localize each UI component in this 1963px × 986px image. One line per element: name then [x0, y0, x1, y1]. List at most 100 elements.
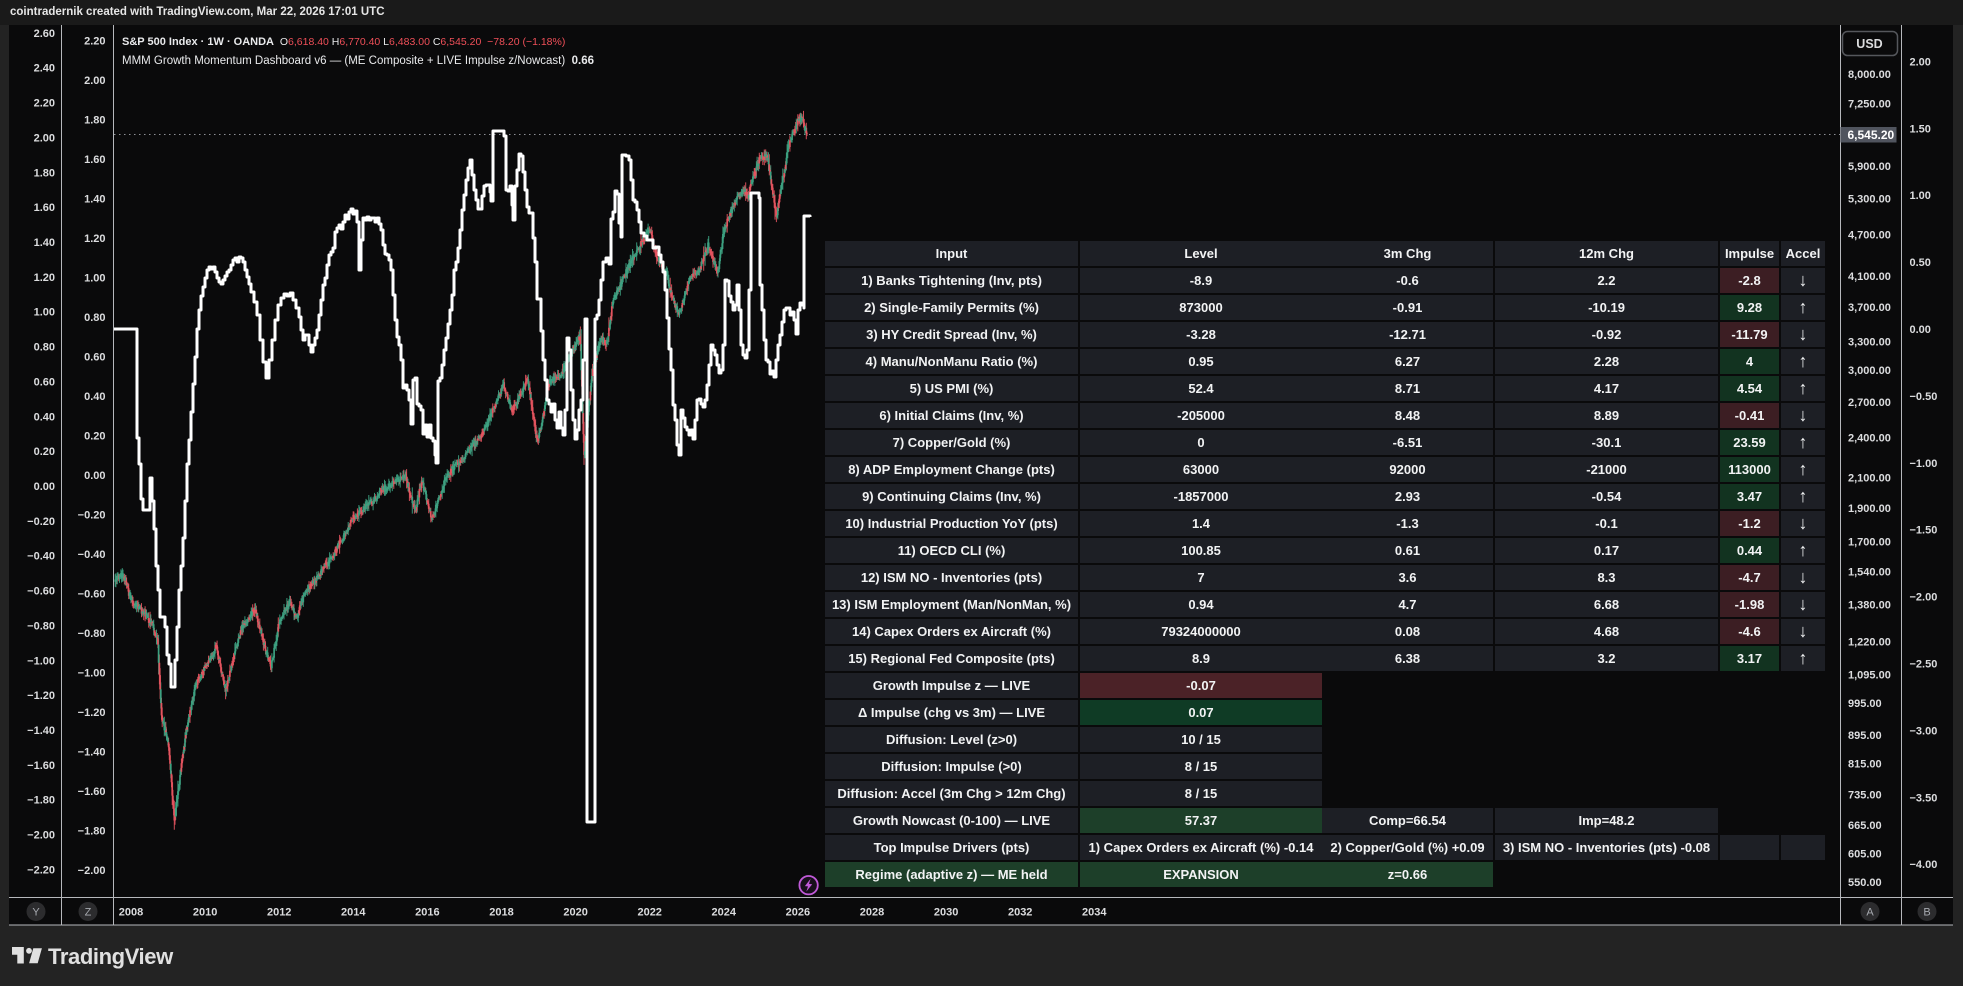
svg-text:2.20: 2.20	[34, 98, 55, 110]
svg-text:2012: 2012	[267, 907, 291, 919]
svg-text:2030: 2030	[934, 907, 958, 919]
svg-text:0.80: 0.80	[34, 342, 55, 354]
svg-text:995.00: 995.00	[1848, 698, 1882, 710]
svg-text:665.00: 665.00	[1848, 820, 1882, 832]
svg-text:2.00: 2.00	[1910, 56, 1931, 68]
svg-text:4,700.00: 4,700.00	[1848, 230, 1891, 242]
svg-text:−2.00: −2.00	[78, 865, 106, 877]
svg-text:2,700.00: 2,700.00	[1848, 397, 1891, 409]
svg-text:2014: 2014	[341, 907, 366, 919]
svg-text:895.00: 895.00	[1848, 730, 1882, 742]
svg-text:2028: 2028	[860, 907, 884, 919]
svg-text:1,380.00: 1,380.00	[1848, 599, 1891, 611]
svg-text:735.00: 735.00	[1848, 790, 1882, 802]
svg-text:1.20: 1.20	[34, 272, 55, 284]
svg-text:A: A	[1866, 907, 1874, 919]
svg-text:3,700.00: 3,700.00	[1848, 302, 1891, 314]
svg-text:−1.60: −1.60	[27, 760, 55, 772]
svg-text:605.00: 605.00	[1848, 848, 1882, 860]
svg-text:2008: 2008	[119, 907, 143, 919]
svg-text:3,000.00: 3,000.00	[1848, 365, 1891, 377]
svg-text:2024: 2024	[712, 907, 737, 919]
svg-text:0.00: 0.00	[84, 470, 105, 482]
svg-text:−0.40: −0.40	[27, 551, 55, 563]
svg-text:−2.00: −2.00	[27, 830, 55, 842]
svg-text:−4.00: −4.00	[1910, 859, 1938, 871]
svg-text:2,100.00: 2,100.00	[1848, 473, 1891, 485]
svg-text:0.50: 0.50	[1910, 257, 1931, 269]
svg-text:0.40: 0.40	[84, 391, 105, 403]
svg-text:−1.80: −1.80	[27, 795, 55, 807]
svg-text:1,540.00: 1,540.00	[1848, 566, 1891, 578]
svg-text:B: B	[1923, 907, 1930, 919]
svg-text:1.00: 1.00	[34, 307, 55, 319]
svg-text:−0.80: −0.80	[27, 620, 55, 632]
svg-text:2.40: 2.40	[34, 63, 55, 75]
svg-text:−3.50: −3.50	[1910, 792, 1938, 804]
svg-text:3,300.00: 3,300.00	[1848, 336, 1891, 348]
svg-text:1,220.00: 1,220.00	[1848, 637, 1891, 649]
svg-text:1,700.00: 1,700.00	[1848, 537, 1891, 549]
svg-text:Z: Z	[85, 907, 92, 919]
svg-text:USD: USD	[1856, 37, 1882, 51]
svg-text:2.00: 2.00	[84, 75, 105, 87]
svg-text:0.80: 0.80	[84, 312, 105, 324]
svg-text:−1.00: −1.00	[1910, 458, 1938, 470]
svg-text:−2.20: −2.20	[27, 865, 55, 877]
svg-text:0.40: 0.40	[34, 411, 55, 423]
svg-text:2.60: 2.60	[34, 28, 55, 40]
svg-text:0.60: 0.60	[84, 352, 105, 364]
svg-text:2032: 2032	[1008, 907, 1032, 919]
svg-text:1.20: 1.20	[84, 233, 105, 245]
svg-text:1.00: 1.00	[84, 273, 105, 285]
svg-text:6,545.20: 6,545.20	[1848, 128, 1895, 142]
svg-text:0.20: 0.20	[84, 431, 105, 443]
svg-text:2010: 2010	[193, 907, 217, 919]
svg-text:−1.40: −1.40	[27, 725, 55, 737]
svg-text:2022: 2022	[637, 907, 661, 919]
svg-text:550.00: 550.00	[1848, 877, 1882, 889]
svg-text:1.80: 1.80	[84, 115, 105, 127]
svg-text:−3.00: −3.00	[1910, 725, 1938, 737]
svg-text:2020: 2020	[563, 907, 587, 919]
svg-text:−1.20: −1.20	[27, 690, 55, 702]
svg-text:2034: 2034	[1082, 907, 1107, 919]
svg-text:−1.00: −1.00	[78, 668, 106, 680]
svg-text:1.60: 1.60	[84, 154, 105, 166]
svg-text:815.00: 815.00	[1848, 758, 1882, 770]
svg-text:−1.50: −1.50	[1910, 525, 1938, 537]
svg-text:−2.00: −2.00	[1910, 592, 1938, 604]
svg-text:−1.40: −1.40	[78, 747, 106, 759]
svg-text:−0.80: −0.80	[78, 628, 106, 640]
svg-text:2026: 2026	[786, 907, 810, 919]
svg-text:1,900.00: 1,900.00	[1848, 503, 1891, 515]
svg-text:7,250.00: 7,250.00	[1848, 99, 1891, 111]
svg-text:−0.40: −0.40	[78, 549, 106, 561]
svg-text:1.40: 1.40	[34, 237, 55, 249]
svg-text:8,000.00: 8,000.00	[1848, 69, 1891, 81]
svg-text:1.50: 1.50	[1910, 123, 1931, 135]
svg-text:1.00: 1.00	[1910, 190, 1931, 202]
svg-text:1.80: 1.80	[34, 167, 55, 179]
svg-text:4,100.00: 4,100.00	[1848, 271, 1891, 283]
svg-text:−0.60: −0.60	[27, 586, 55, 598]
svg-text:−0.20: −0.20	[27, 516, 55, 528]
svg-text:2018: 2018	[489, 907, 513, 919]
svg-text:−1.00: −1.00	[27, 655, 55, 667]
svg-text:0.20: 0.20	[34, 446, 55, 458]
svg-text:2,400.00: 2,400.00	[1848, 432, 1891, 444]
svg-text:−1.60: −1.60	[78, 786, 106, 798]
svg-text:0.00: 0.00	[34, 481, 55, 493]
svg-text:−0.50: −0.50	[1910, 391, 1938, 403]
svg-text:5,900.00: 5,900.00	[1848, 161, 1891, 173]
svg-text:2.00: 2.00	[34, 132, 55, 144]
svg-text:−0.60: −0.60	[78, 589, 106, 601]
svg-text:1,095.00: 1,095.00	[1848, 669, 1891, 681]
svg-text:−1.20: −1.20	[78, 707, 106, 719]
svg-text:−2.50: −2.50	[1910, 659, 1938, 671]
svg-text:2.20: 2.20	[84, 36, 105, 48]
svg-text:0.00: 0.00	[1910, 324, 1931, 336]
svg-text:1.40: 1.40	[84, 194, 105, 206]
svg-text:5,300.00: 5,300.00	[1848, 193, 1891, 205]
svg-text:Y: Y	[32, 907, 40, 919]
